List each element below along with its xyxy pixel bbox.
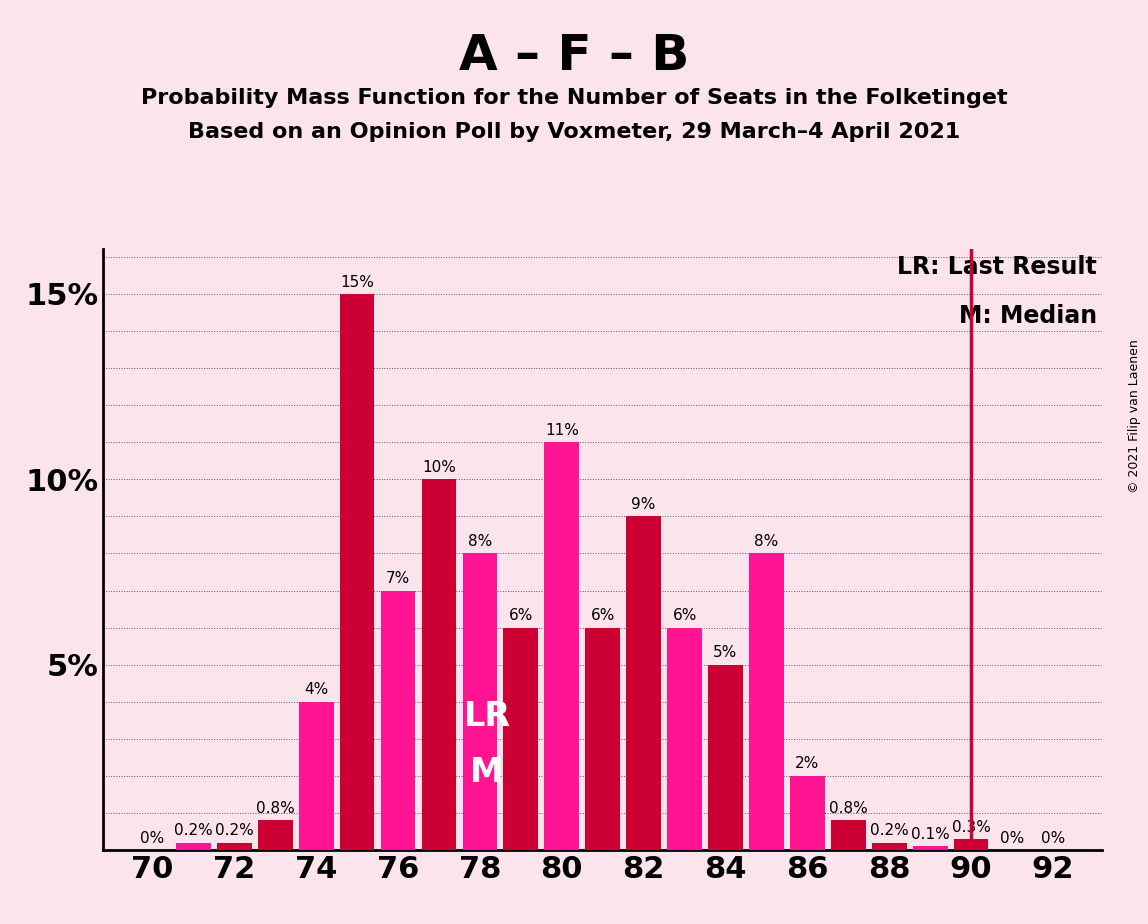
Bar (585, 627, 620, 850)
Text: 0.2%: 0.2% (174, 823, 212, 838)
Bar (217, 843, 251, 850)
Text: 0%: 0% (1041, 831, 1065, 845)
Text: 9%: 9% (631, 497, 656, 512)
Text: 15%: 15% (340, 274, 374, 289)
Bar (831, 821, 866, 850)
Text: 0.8%: 0.8% (256, 801, 295, 816)
Bar (790, 776, 824, 850)
Text: M: Median: M: Median (959, 303, 1097, 327)
Bar (463, 553, 497, 850)
Text: M: M (470, 756, 503, 789)
Text: 0.3%: 0.3% (952, 820, 991, 834)
Text: 5%: 5% (713, 645, 738, 661)
Text: LR: LR (464, 700, 511, 733)
Bar (504, 627, 538, 850)
Text: 0.2%: 0.2% (870, 823, 908, 838)
Text: 7%: 7% (386, 571, 410, 586)
Text: 0.2%: 0.2% (215, 823, 254, 838)
Bar (176, 843, 211, 850)
Bar (708, 664, 743, 850)
Text: Probability Mass Function for the Number of Seats in the Folketinget: Probability Mass Function for the Number… (141, 88, 1007, 108)
Bar (954, 839, 988, 850)
Text: 6%: 6% (509, 608, 533, 623)
Text: Based on an Opinion Poll by Voxmeter, 29 March–4 April 2021: Based on an Opinion Poll by Voxmeter, 29… (188, 122, 960, 142)
Text: 8%: 8% (467, 534, 492, 549)
Bar (298, 702, 334, 850)
Bar (421, 480, 457, 850)
Text: 4%: 4% (304, 682, 328, 698)
Bar (748, 553, 784, 850)
Text: 11%: 11% (545, 423, 579, 438)
Text: A – F – B: A – F – B (459, 32, 689, 80)
Bar (913, 846, 947, 850)
Text: 0%: 0% (1000, 831, 1024, 845)
Text: 0.1%: 0.1% (910, 827, 949, 842)
Bar (627, 517, 661, 850)
Text: 2%: 2% (796, 757, 820, 772)
Text: 6%: 6% (590, 608, 615, 623)
Bar (544, 443, 579, 850)
Bar (667, 627, 701, 850)
Bar (871, 843, 907, 850)
Text: 10%: 10% (422, 460, 456, 475)
Bar (381, 590, 416, 850)
Text: 8%: 8% (754, 534, 778, 549)
Text: © 2021 Filip van Laenen: © 2021 Filip van Laenen (1127, 339, 1141, 492)
Text: 6%: 6% (673, 608, 697, 623)
Bar (340, 294, 374, 850)
Text: 0%: 0% (140, 831, 164, 845)
Text: 0.8%: 0.8% (829, 801, 868, 816)
Bar (258, 821, 293, 850)
Text: LR: Last Result: LR: Last Result (898, 255, 1097, 279)
